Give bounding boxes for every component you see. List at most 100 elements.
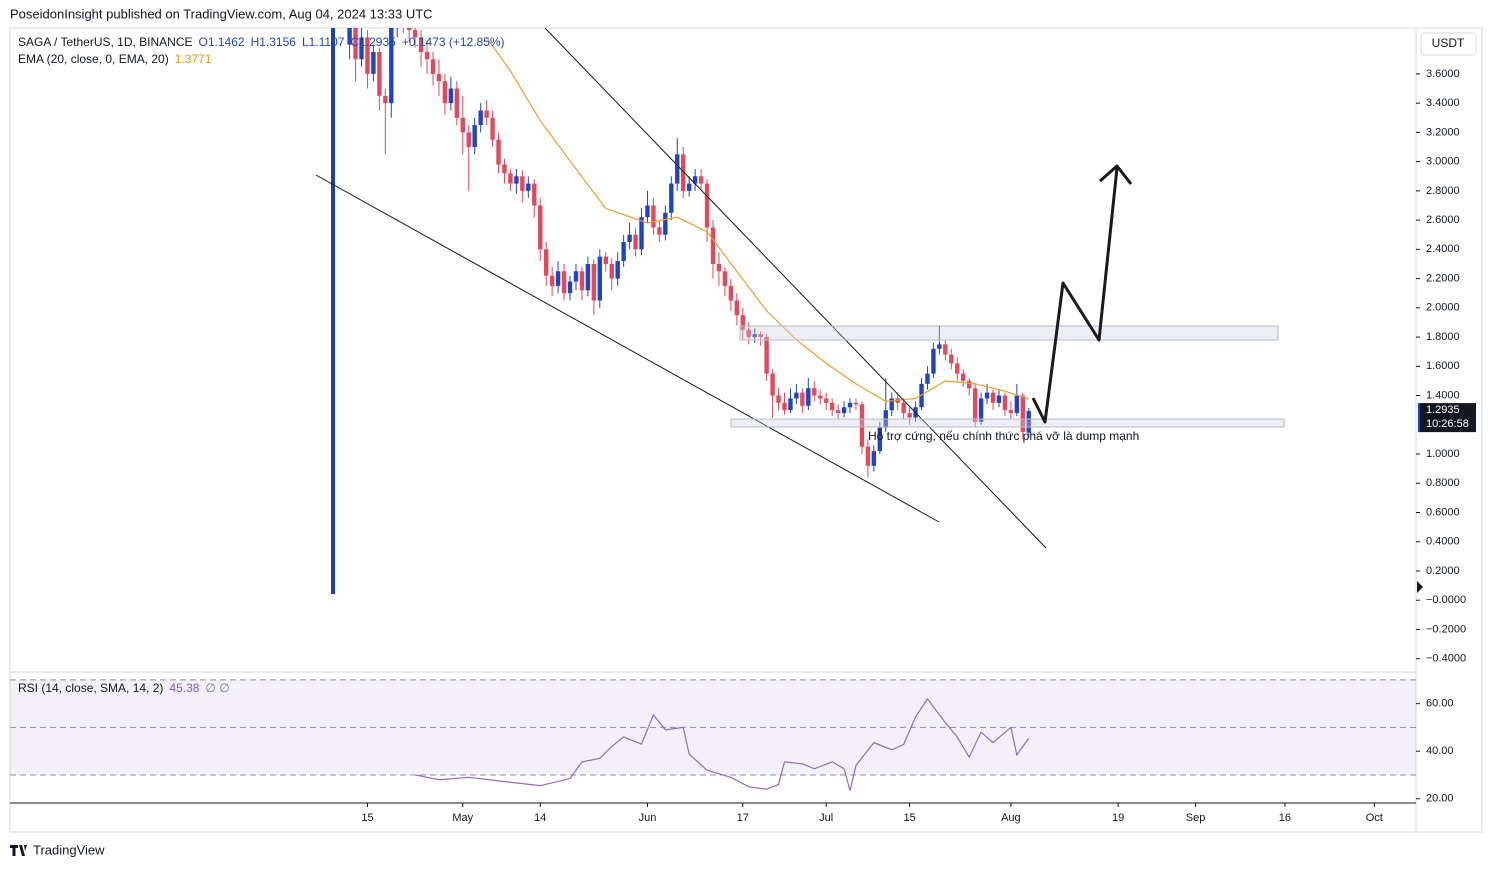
candle-body <box>585 263 591 291</box>
candle-body <box>508 173 513 184</box>
candle-body <box>1008 410 1014 414</box>
candle-body <box>806 388 811 406</box>
annotation: Hỗ trợ cứng, nếu chính thức phá vỡ là du… <box>868 428 1139 443</box>
candle-body <box>603 256 608 264</box>
y-tick-label: −0.4000 <box>1426 653 1466 665</box>
resistance-zone <box>739 325 1279 341</box>
candle-body <box>639 217 644 250</box>
unit-box[interactable] <box>1420 32 1477 56</box>
candle-body <box>579 271 585 291</box>
price-tag-accent <box>1418 403 1420 433</box>
y-tick-label: −0.2000 <box>1426 623 1466 635</box>
candle-body <box>669 183 674 213</box>
candle-body <box>698 176 704 184</box>
candle-body <box>681 154 686 191</box>
candle-body <box>865 446 871 466</box>
candle-body <box>937 344 942 349</box>
price-tag-countdown: 10:26:58 <box>1426 418 1469 430</box>
x-tick-label: 19 <box>1112 812 1124 824</box>
y-tick-label: 40.00 <box>1426 745 1454 757</box>
x-tick-label: Aug <box>1001 812 1021 824</box>
rsi-line <box>415 697 1030 791</box>
legend-ema: EMA (20, close, 0, EMA, 20) 1.3771 <box>18 52 212 66</box>
rsi-extra: ∅ ∅ <box>205 681 229 695</box>
frame <box>9 27 1483 833</box>
open: O1.1462 <box>199 35 245 49</box>
candle-body <box>377 51 382 96</box>
y-tick-label: 0.8000 <box>1426 477 1460 489</box>
candle-body <box>549 275 555 286</box>
candle-body <box>782 402 787 411</box>
candle-body <box>567 281 573 294</box>
candle-body <box>466 132 471 148</box>
candle-body <box>770 373 775 396</box>
candle-body <box>955 363 960 374</box>
candle-body <box>424 51 430 60</box>
y-tick-label: 2.0000 <box>1426 302 1460 314</box>
ema-value: 1.3771 <box>175 52 212 66</box>
publisher: PoseidonInsight published on TradingView… <box>10 6 433 21</box>
candle-body <box>728 285 734 301</box>
legend-rsi: RSI (14, close, SMA, 14, 2) 45.38 ∅ ∅ <box>18 681 230 695</box>
candle-body <box>609 263 614 279</box>
candle-body <box>818 395 823 399</box>
candle-body <box>663 212 668 235</box>
candle-body <box>722 271 728 286</box>
candle-body <box>764 337 769 374</box>
candle-body <box>627 234 632 243</box>
candle-body <box>657 227 662 235</box>
low: L1.1107 <box>302 35 345 49</box>
candle-body <box>526 183 531 191</box>
candle-body <box>692 176 698 184</box>
candle-body <box>502 164 507 174</box>
candle-body <box>877 427 883 452</box>
x-tick-label: Jun <box>639 812 657 824</box>
candle-body <box>901 402 906 414</box>
scroll-marker[interactable] <box>1417 581 1423 593</box>
candle-body <box>430 59 436 74</box>
y-tick-label: 1.6000 <box>1426 360 1460 372</box>
candle-body <box>543 249 549 276</box>
candle-body <box>1014 395 1020 414</box>
candle-body <box>472 125 477 148</box>
candle-body <box>925 373 930 384</box>
y-tick-label: 60.00 <box>1426 698 1454 710</box>
candle-body <box>555 271 561 286</box>
rsi-value: 45.38 <box>169 681 199 695</box>
candle-body <box>675 154 680 184</box>
y-tick-label: 2.2000 <box>1426 272 1460 284</box>
candle-body <box>859 404 865 447</box>
candle-body <box>412 30 418 38</box>
candle-body <box>436 73 442 82</box>
candle-body <box>1020 395 1025 433</box>
candle-body <box>907 413 912 418</box>
candle-body <box>615 261 620 279</box>
y-tick-label: 0.6000 <box>1426 506 1460 518</box>
y-tick-label: 3.0000 <box>1426 156 1460 168</box>
candle-body <box>752 334 757 338</box>
candle-body <box>889 398 894 411</box>
y-tick-label: 1.8000 <box>1426 331 1460 343</box>
high: H1.3156 <box>251 35 297 49</box>
footer: TradingView <box>10 842 105 857</box>
candle-body <box>496 139 501 165</box>
symbol: SAGA / TetherUS, 1D, BINANCE <box>18 35 193 49</box>
candle-body <box>371 51 376 74</box>
candle-body <box>651 205 656 228</box>
candle-body <box>704 183 710 228</box>
candle-body <box>871 451 877 466</box>
candle-body <box>800 392 805 406</box>
y-tick-label: 0.2000 <box>1426 565 1460 577</box>
candle-body <box>645 205 650 218</box>
candle-body <box>978 398 984 422</box>
candle-body <box>835 410 841 414</box>
candle-body <box>597 256 603 301</box>
candle-body <box>812 388 817 396</box>
candle-body <box>383 95 388 104</box>
candle-body <box>847 402 853 408</box>
y-tick-label: −0.0000 <box>1426 594 1466 606</box>
change: +0.1473 (+12.85%) <box>402 35 505 49</box>
candle-body <box>514 176 519 184</box>
candle-body <box>532 183 537 206</box>
candle-body <box>943 344 948 355</box>
